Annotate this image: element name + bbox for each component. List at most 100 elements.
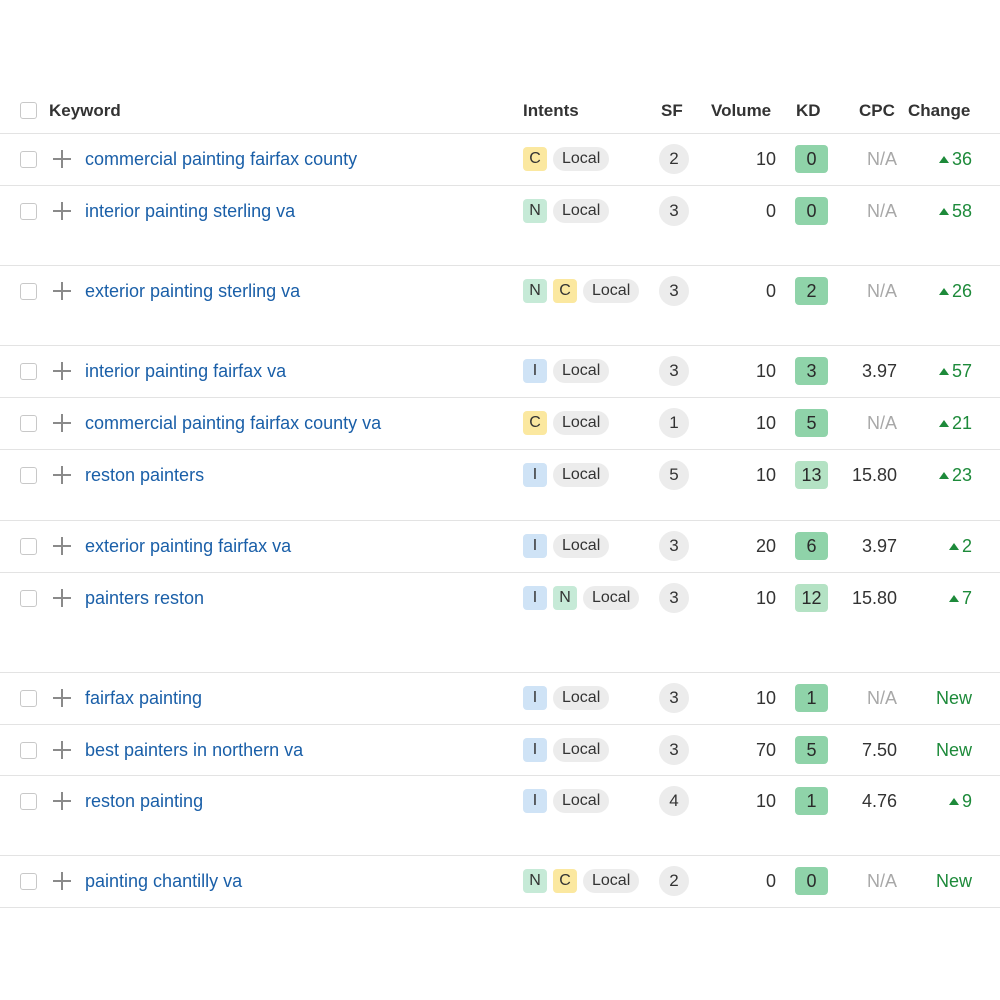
table-row: reston painting I Local 4 10 1 4.76 9: [0, 776, 1000, 856]
table-row: reston painters I Local 5 10 13 15.80 23: [0, 450, 1000, 521]
intent-badge-i: I: [523, 686, 547, 710]
sf-count[interactable]: 3: [659, 356, 689, 386]
keyword-link[interactable]: reston painting: [85, 791, 204, 811]
sf-count[interactable]: 4: [659, 786, 689, 816]
keyword-link[interactable]: exterior painting fairfax va: [85, 536, 292, 556]
intent-badge-i: I: [523, 789, 547, 813]
table-row: fairfax painting I Local 3 10 1 N/A New: [0, 673, 1000, 725]
sf-count[interactable]: 3: [659, 735, 689, 765]
row-checkbox[interactable]: [20, 203, 37, 220]
intent-badges: C Local: [523, 147, 610, 171]
keyword-link[interactable]: best painters in northern va: [85, 740, 304, 760]
sf-count[interactable]: 1: [659, 408, 689, 438]
kd-badge: 5: [795, 736, 828, 764]
column-header-sf[interactable]: SF: [661, 101, 683, 120]
row-checkbox[interactable]: [20, 363, 37, 380]
intent-badge-n: N: [523, 869, 547, 893]
arrow-up-icon: [938, 368, 949, 375]
intent-badge-i: I: [523, 359, 547, 383]
sf-count[interactable]: 2: [659, 144, 689, 174]
column-header-cpc[interactable]: CPC: [859, 101, 895, 120]
add-to-list-icon[interactable]: [53, 282, 71, 300]
row-checkbox[interactable]: [20, 793, 37, 810]
add-to-list-icon[interactable]: [53, 741, 71, 759]
row-checkbox[interactable]: [20, 151, 37, 168]
intent-badge-n: N: [523, 279, 547, 303]
add-to-list-icon[interactable]: [53, 537, 71, 555]
add-to-list-icon[interactable]: [53, 202, 71, 220]
column-header-volume[interactable]: Volume: [711, 101, 772, 120]
keyword-link[interactable]: commercial painting fairfax county va: [85, 413, 382, 433]
row-checkbox[interactable]: [20, 690, 37, 707]
serp-feature-local-badge: Local: [583, 869, 640, 893]
serp-feature-local-badge: Local: [553, 789, 610, 813]
change-text: 26: [951, 281, 972, 301]
sf-count[interactable]: 3: [659, 276, 689, 306]
row-checkbox[interactable]: [20, 467, 37, 484]
add-to-list-icon[interactable]: [53, 466, 71, 484]
row-checkbox[interactable]: [20, 283, 37, 300]
arrow-up-icon: [938, 472, 949, 479]
cpc-value: N/A: [866, 281, 897, 301]
keyword-link[interactable]: reston painters: [85, 465, 205, 485]
select-all-checkbox[interactable]: [20, 102, 37, 119]
cpc-value: 7.50: [861, 740, 897, 760]
add-to-list-icon[interactable]: [53, 792, 71, 810]
keyword-link[interactable]: commercial painting fairfax county: [85, 149, 358, 169]
cpc-value: 15.80: [851, 588, 897, 608]
add-to-list-icon[interactable]: [53, 150, 71, 168]
row-checkbox[interactable]: [20, 873, 37, 890]
add-to-list-icon[interactable]: [53, 362, 71, 380]
change-value: New: [936, 739, 972, 761]
add-to-list-icon[interactable]: [53, 689, 71, 707]
row-checkbox[interactable]: [20, 590, 37, 607]
keyword-link[interactable]: interior painting sterling va: [85, 201, 296, 221]
intent-badge-c: C: [523, 147, 547, 171]
serp-feature-local-badge: Local: [553, 686, 610, 710]
volume-value: 10: [755, 791, 776, 811]
intent-badges: I Local: [523, 738, 610, 762]
kd-badge: 13: [795, 461, 828, 489]
change-value: 57: [938, 360, 972, 382]
cpc-value: N/A: [866, 413, 897, 433]
row-checkbox[interactable]: [20, 415, 37, 432]
add-to-list-icon[interactable]: [53, 872, 71, 890]
keyword-link[interactable]: interior painting fairfax va: [85, 361, 287, 381]
table-row: interior painting fairfax va I Local 3 10 3 3.…: [0, 346, 1000, 398]
keyword-link[interactable]: painters reston: [85, 588, 205, 608]
cpc-value: N/A: [866, 688, 897, 708]
table-row: best painters in northern va I Local 3 70 5 7.…: [0, 725, 1000, 776]
column-header-keyword[interactable]: Keyword: [49, 101, 121, 120]
kd-badge: 12: [795, 584, 828, 612]
sf-count[interactable]: 3: [659, 531, 689, 561]
change-value: New: [936, 870, 972, 892]
sf-count[interactable]: 5: [659, 460, 689, 490]
keyword-link[interactable]: exterior painting sterling va: [85, 281, 301, 301]
keyword-link[interactable]: fairfax painting: [85, 688, 203, 708]
column-header-kd[interactable]: KD: [796, 101, 821, 120]
cpc-value: 3.97: [861, 536, 897, 556]
intent-badge-i: I: [523, 586, 547, 610]
add-to-list-icon[interactable]: [53, 589, 71, 607]
change-value: 23: [938, 464, 972, 486]
add-to-list-icon[interactable]: [53, 414, 71, 432]
cpc-value: N/A: [866, 871, 897, 891]
column-header-change[interactable]: Change: [908, 101, 971, 120]
serp-feature-local-badge: Local: [583, 279, 640, 303]
sf-count[interactable]: 3: [659, 683, 689, 713]
row-checkbox[interactable]: [20, 742, 37, 759]
intent-badges: N Local: [523, 199, 610, 223]
volume-value: 10: [755, 588, 776, 608]
column-header-intents[interactable]: Intents: [523, 101, 579, 120]
change-text: New: [935, 740, 972, 760]
intent-badges: I N Local: [523, 586, 640, 610]
sf-count[interactable]: 3: [659, 196, 689, 226]
keyword-link[interactable]: painting chantilly va: [85, 871, 243, 891]
row-checkbox[interactable]: [20, 538, 37, 555]
sf-count[interactable]: 3: [659, 583, 689, 613]
volume-value: 0: [765, 201, 776, 221]
sf-count[interactable]: 2: [659, 866, 689, 896]
arrow-up-icon: [948, 798, 959, 805]
serp-feature-local-badge: Local: [553, 199, 610, 223]
